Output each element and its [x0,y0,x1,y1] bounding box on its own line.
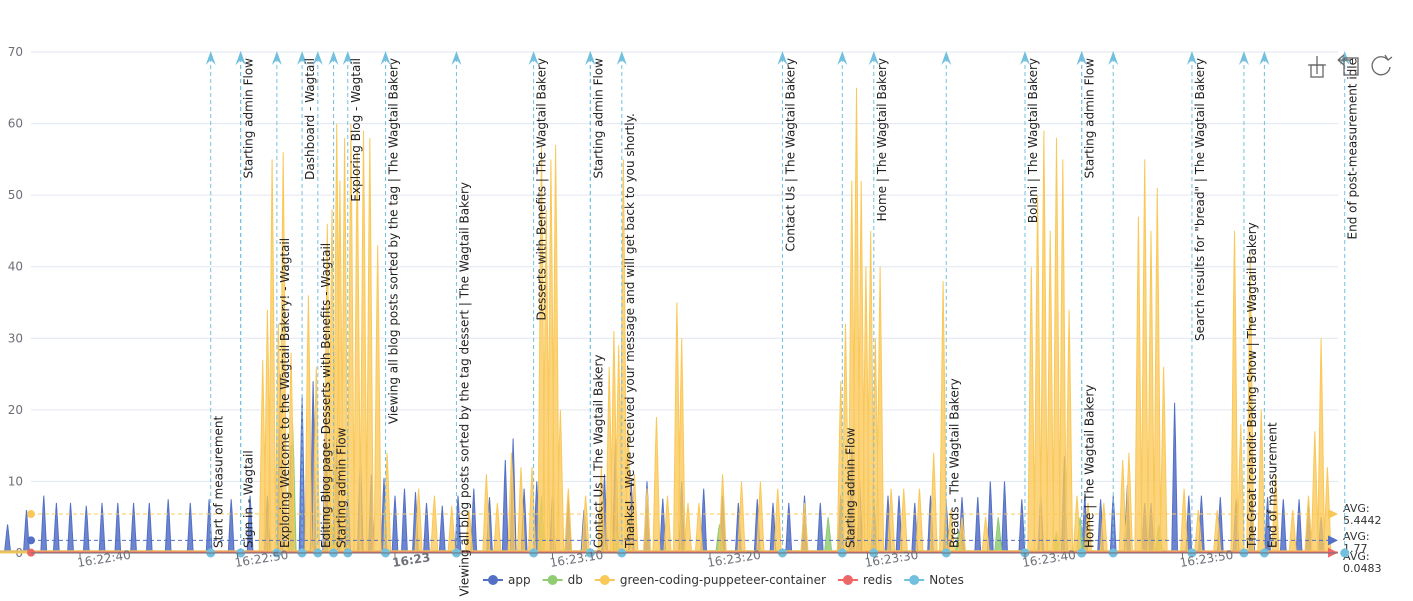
note-label: Search results for "bread" | The Wagtail… [1193,58,1207,341]
note-label: End of post-measurement idle [1346,58,1360,239]
note-arrow [271,51,282,65]
series-green-coding-puppeteer-container-area [0,87,1332,554]
zoom-reset-icon[interactable] [1336,52,1362,78]
note-label: Home | The Wagtail Bakery [1083,385,1097,548]
note-label: Starting admin Flow [1083,58,1097,179]
legend-item-label: redis [863,573,892,587]
note-arrow [616,51,627,65]
note-arrow [837,51,848,65]
note-label: Breads - The Wagtail Bakery [947,378,961,548]
note-point [1340,548,1350,558]
note-arrow [380,51,391,65]
note-label: Dashboard - Wagtail [303,58,317,180]
note-label: End of measurement [1265,422,1279,548]
note-arrow [1020,51,1030,65]
avg-label: AVG: 5.4442 [1343,502,1382,527]
note-arrow [1076,51,1087,65]
y-tick-label: 60 [8,117,23,131]
y-tick-label: 30 [8,331,23,345]
note-label: Sign in - Wagtail [242,450,256,548]
avg-line-arrow [1328,509,1338,520]
note-label: Home | The Wagtail Bakery [875,58,889,221]
note-arrow [1186,51,1197,65]
note-arrow [205,51,216,65]
note-label: Contact Us | The Wagtail Bakery [783,58,797,251]
avg-label: AVG: 1.77 [1343,530,1370,555]
note-label: Contact Us | The Wagtail Bakery [591,355,605,548]
note-label: Bolani | The Wagtail Bakery [1026,58,1040,223]
legend-item-label: app [508,573,531,587]
note-label: Exploring Blog - Wagtail [349,58,363,202]
chart-grid [31,51,1338,554]
y-tick-label: 10 [8,474,23,488]
y-tick-label: 50 [8,188,23,202]
note-arrow [1259,51,1270,65]
note-arrow [451,51,462,65]
legend-item-label: db [568,573,583,587]
note-arrow [941,51,952,65]
y-tick-label: 20 [8,403,23,417]
note-label: Starting admin Flow [591,58,605,179]
note-arrow [1238,51,1249,65]
restore-icon[interactable] [1368,52,1394,78]
note-arrow [328,51,339,65]
note-arrow [777,51,788,65]
note-arrow [528,51,539,65]
legend[interactable]: app db green-coding-puppeteer-container red… [483,573,964,587]
note-arrow [868,51,879,65]
note-label: Pre-idling containers [0,58,1,181]
note-arrow [297,51,308,65]
note-label: Editing Blog page: Desserts with Benefit… [319,243,333,548]
note-label: The Great Icelandic Baking Show | The Wa… [1245,222,1259,549]
legend-swatch [488,575,498,585]
note-label: Exploring Welcome to the Wagtail Bakery!… [278,238,292,548]
avg-line-start [27,510,35,519]
legend-swatch [599,575,610,585]
note-label: Viewing all blog posts sorted by the tag… [387,58,401,424]
avg-label: AVG: 0.0483 [1343,550,1382,575]
avg-line-arrow [1328,535,1338,546]
note-label: Starting admin Flow [843,427,857,548]
legend-item-label: Notes [929,573,964,587]
legend-swatch [909,575,920,585]
note-arrow [342,51,353,65]
note-arrow [1108,51,1119,65]
note-label: Desserts with Benefits | The Wagtail Bak… [535,58,549,321]
toolbox [1304,52,1394,78]
avg-line-start [27,536,35,545]
series-layer [0,87,1338,554]
y-tick-label: 40 [8,260,23,274]
note-label: Thanks! - We've received your message an… [623,113,637,549]
zoom-icon[interactable] [1304,52,1330,78]
note-arrow [312,51,323,65]
legend-item-label: green-coding-puppeteer-container [620,573,826,587]
note-arrow [235,51,246,65]
y-axis: 010203040506070 [8,45,23,560]
y-tick-label: 70 [8,45,23,59]
note-arrow [585,51,596,65]
note-label: Starting admin Flow [242,58,256,179]
note-label: Start of measurement [212,415,226,548]
note-label: Starting admin Flow [335,427,349,548]
legend-swatch [547,575,558,585]
legend-swatch [842,575,853,585]
note-label: Viewing all blog posts sorted by the tag… [457,182,471,596]
x-tick-label: 16:23 [391,550,431,570]
